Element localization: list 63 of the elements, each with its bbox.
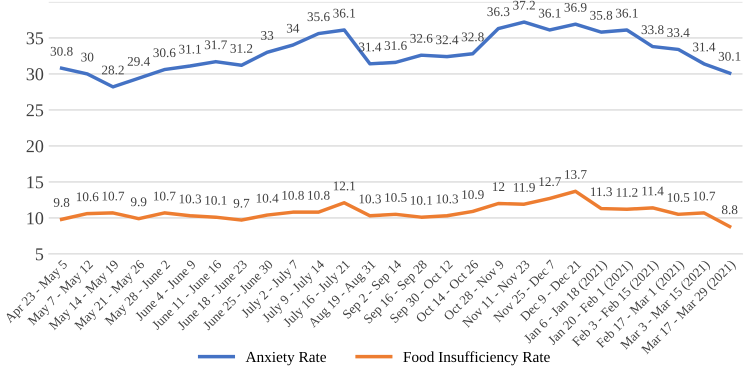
data-label: 36.1 [333, 8, 355, 18]
data-label: 36.1 [616, 8, 638, 18]
data-label: 31.1 [179, 44, 201, 54]
data-label: 11.4 [642, 186, 664, 196]
data-label: 10.7 [694, 192, 716, 201]
data-label: 30 [81, 52, 94, 62]
data-label: 10.5 [385, 193, 407, 202]
y-tick-label: 5 [36, 248, 44, 260]
y-tick-label: 20 [26, 140, 44, 152]
data-label: 36.3 [487, 7, 510, 16]
data-label: 10.9 [462, 190, 484, 200]
data-label: 33.8 [642, 25, 664, 34]
data-label: 12.1 [334, 182, 355, 190]
y-tick-label: 15 [27, 176, 44, 188]
data-label: 10.1 [205, 196, 227, 205]
data-label: 31.4 [359, 42, 382, 52]
data-label: 11.3 [591, 187, 612, 196]
data-label: 33.4 [667, 28, 690, 38]
data-label: 10.8 [308, 190, 330, 200]
data-label: 33 [261, 31, 274, 40]
data-label: 35.6 [308, 12, 330, 22]
data-label: 9.9 [130, 197, 146, 206]
legend-label: Food Insufficiency Rate [403, 351, 550, 366]
y-tick-label: 30 [26, 68, 44, 80]
y-tick-label: 25 [26, 104, 44, 116]
data-label: 9.8 [54, 198, 70, 208]
data-label: 31.4 [693, 42, 716, 52]
y-tick-label: 35 [26, 32, 44, 44]
data-label: 36.1 [538, 8, 561, 18]
data-label: 34 [286, 24, 300, 33]
data-label: 30.8 [50, 46, 73, 56]
data-label: 32.6 [410, 34, 432, 43]
data-label: 31.6 [384, 41, 407, 50]
data-label: 10.5 [668, 193, 690, 202]
data-label: 36.9 [564, 2, 586, 12]
data-label: 10.3 [436, 194, 458, 204]
data-label: 32.8 [462, 32, 484, 42]
legend-label: Anxiety Rate [246, 352, 326, 366]
data-label: 28.2 [102, 66, 124, 75]
data-label: 10.1 [410, 196, 432, 205]
data-label: 35.8 [590, 10, 612, 20]
data-label: 30.6 [153, 48, 176, 58]
data-label: 10.7 [102, 192, 124, 201]
data-label: 10.4 [256, 194, 278, 203]
data-label: 8.8 [722, 205, 738, 214]
data-label: 29.4 [128, 56, 150, 66]
data-label: 9.7 [234, 198, 250, 208]
data-label: 11.9 [514, 182, 535, 192]
y-tick-label: 10 [27, 212, 44, 224]
data-label: 32.4 [436, 35, 458, 44]
data-label: 10.6 [76, 192, 98, 202]
data-label: 10.7 [154, 192, 176, 201]
data-label: 13.7 [565, 170, 587, 179]
data-label: 30.1 [718, 52, 740, 61]
data-label: 31.2 [230, 44, 252, 53]
data-label: 10.8 [282, 190, 304, 200]
data-label: 12 [492, 182, 504, 191]
data-label: 37.2 [513, 0, 535, 10]
data-label: 10.3 [360, 194, 381, 204]
data-label: 12.7 [539, 177, 561, 186]
data-label: 31.7 [204, 40, 227, 50]
data-label: 11.2 [616, 188, 638, 197]
data-label: 10.3 [180, 194, 202, 204]
